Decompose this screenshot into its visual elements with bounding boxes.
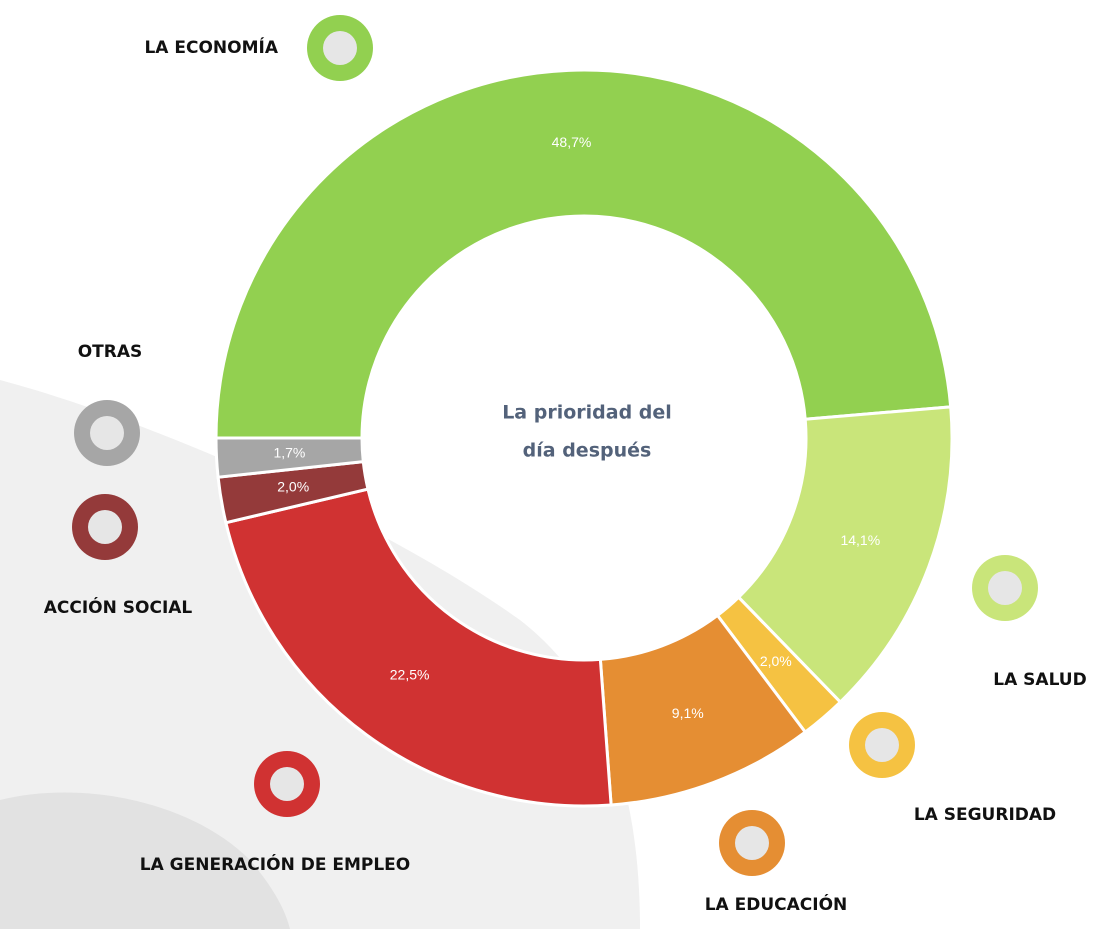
donut-slice [214,436,365,479]
legend-label: LA ECONOMÍA [144,36,278,58]
legend-label: LA SALUD [993,670,1086,690]
value-label: 14,1% [840,532,880,548]
value-label: 1,7% [273,444,305,460]
donut [214,68,954,808]
legend-marker-center [988,571,1022,605]
legend-marker-center [865,728,899,762]
value-label: 9,1% [672,705,704,721]
value-label: 22,5% [390,667,430,683]
legend-label: OTRAS [78,342,143,362]
value-label: 2,0% [760,653,792,669]
legend-marker-center [735,826,769,860]
center-label: La prioridad del [502,402,672,424]
legend-label: LA SEGURIDAD [914,805,1056,825]
donut-slice [214,68,953,440]
legend-label: LA EDUCACIÓN [705,893,848,915]
legend-label: LA GENERACIÓN DE EMPLEO [140,853,411,875]
legend-marker-center [270,767,304,801]
legend-marker-center [88,510,122,544]
donut-slice [224,487,613,808]
donut-slice [736,405,954,705]
legend-marker-center [90,416,124,450]
value-label: 2,0% [277,478,309,494]
center-label: día después [523,440,652,462]
value-label: 48,7% [552,134,592,150]
legend-marker-center [323,31,357,65]
legend-label: ACCIÓN SOCIAL [44,596,193,618]
